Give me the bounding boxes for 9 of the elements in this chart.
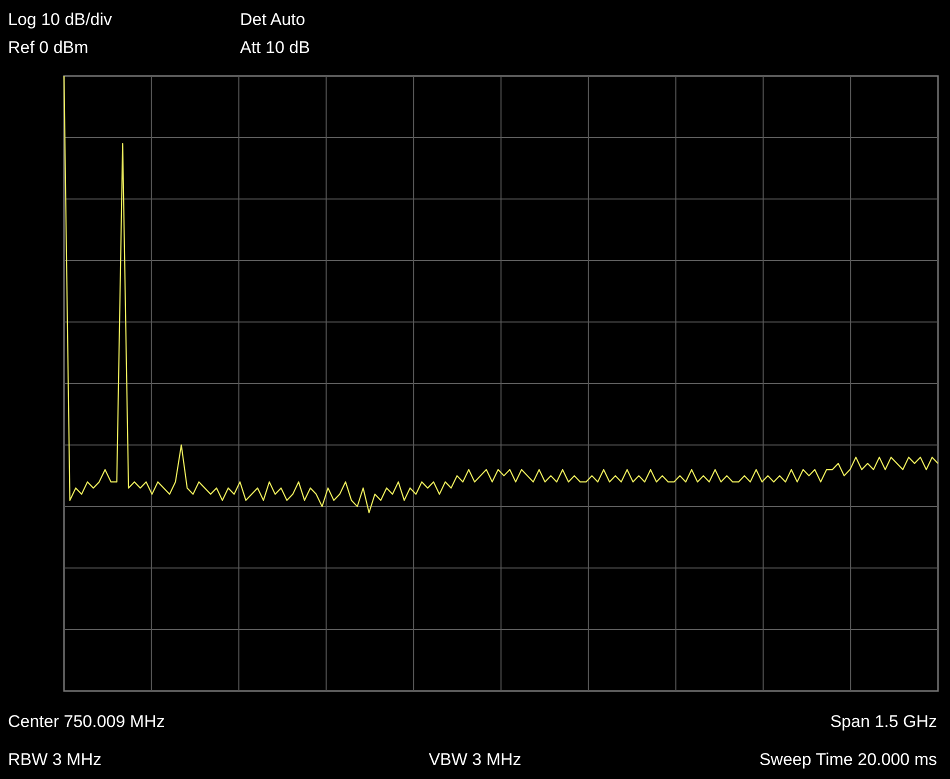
text: Det Auto	[240, 10, 306, 30]
text: Center 750.009 MHz	[8, 712, 165, 732]
text: Att 10 dB	[240, 38, 310, 58]
text: RBW 3 MHz	[8, 750, 102, 770]
text: VBW 3 MHz	[428, 750, 522, 770]
text: Span 1.5 GHz	[830, 712, 937, 732]
text: Ref 0 dBm	[8, 38, 88, 58]
text: Sweep Time 20.000 ms	[759, 750, 937, 770]
text: Log 10 dB/div	[8, 10, 112, 30]
